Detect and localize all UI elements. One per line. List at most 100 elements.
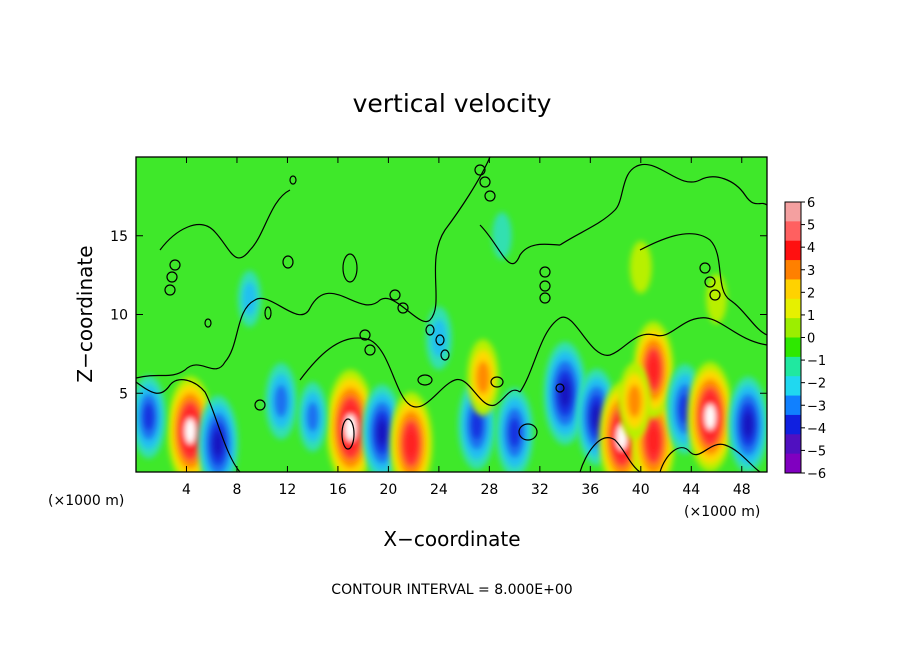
x-tick-label: 16 <box>329 482 347 498</box>
colorbar-label: −3 <box>807 399 826 414</box>
velocity-level-band <box>431 319 447 358</box>
velocity-level-band <box>508 417 521 448</box>
zero-contour-loop <box>555 383 565 393</box>
x-axis: 4 8 12 16 20 24 28 32 36 40 44 48 <box>182 157 751 498</box>
velocity-level-band <box>405 429 417 458</box>
zero-contour-loop <box>425 324 435 336</box>
zero-contour-loop <box>435 334 445 346</box>
zero-contour-loop <box>389 289 401 301</box>
velocity-cell <box>136 375 166 459</box>
x-tick-label: 24 <box>430 482 448 498</box>
velocity-cell <box>298 382 328 452</box>
zero-contour-loop <box>342 253 358 283</box>
zero-contour-loop <box>341 418 355 450</box>
contour-interval-note: CONTOUR INTERVAL = 8.000E+00 <box>331 582 572 598</box>
velocity-cell <box>197 395 239 472</box>
velocity-cell <box>687 362 734 472</box>
velocity-level-band <box>706 273 727 324</box>
colorbar-segment <box>785 260 801 280</box>
velocity-level-band <box>742 411 754 438</box>
velocity-peak-core <box>345 415 356 441</box>
zero-contour-line <box>136 379 241 472</box>
colorbar-segment <box>785 414 801 435</box>
x-tick-label: 8 <box>232 482 241 498</box>
velocity-level-band <box>470 409 483 440</box>
zero-contour-loop <box>169 259 181 271</box>
colorbar-label: −5 <box>807 444 826 459</box>
zero-contour-loop <box>539 292 551 304</box>
zero-contour-loop <box>364 344 376 356</box>
x-unit-left: (×1000 m) <box>48 493 124 509</box>
colorbar-segment <box>785 221 801 242</box>
colorbar-label: −6 <box>807 467 826 482</box>
y-axis: 5 10 15 <box>110 229 767 402</box>
zero-contour-line <box>159 189 291 259</box>
zero-contour-loop <box>166 271 178 283</box>
zero-contour-loop <box>518 423 538 441</box>
velocity-cell <box>425 306 453 370</box>
colorbar-segment <box>785 453 801 474</box>
zero-contour-loop <box>709 289 721 301</box>
zero-contour-line <box>479 224 561 264</box>
velocity-cell <box>706 273 727 324</box>
zero-contour-loop <box>359 329 371 341</box>
velocity-level-band <box>306 401 319 432</box>
zero-contour-loop <box>417 374 433 386</box>
x-tick-label: 4 <box>182 482 191 498</box>
zero-contour-loop <box>490 376 504 388</box>
x-tick-label: 12 <box>279 482 297 498</box>
colorbar-segment <box>785 279 801 300</box>
colorbar-label: −2 <box>807 377 826 392</box>
zero-contour-line <box>659 443 761 472</box>
velocity-level-band <box>647 426 660 455</box>
y-tick-label: 10 <box>110 308 128 324</box>
y-tick-label: 5 <box>119 386 128 402</box>
zero-contour-loop <box>699 262 711 274</box>
zero-contour-line <box>579 437 641 472</box>
x-tick-label: 28 <box>480 482 498 498</box>
zero-contour-loop <box>704 276 716 288</box>
velocity-cell <box>492 212 512 260</box>
colorbar: 6 5 4 3 2 1 0 −1 −2 −3 −4 −5 −6 <box>784 196 826 482</box>
x-tick-label: 20 <box>379 482 397 498</box>
colorbar-segment <box>785 356 801 377</box>
velocity-peak-core <box>616 425 627 450</box>
velocity-cell <box>467 339 499 416</box>
x-tick-label: 44 <box>682 482 700 498</box>
velocity-level-band <box>476 361 490 394</box>
velocity-level-band <box>212 430 224 457</box>
colorbar-segment <box>785 395 801 416</box>
x-tick-label: 36 <box>581 482 599 498</box>
colorbar-label: 5 <box>807 219 815 234</box>
velocity-cell <box>728 376 767 472</box>
colorbar-label: 6 <box>807 196 815 211</box>
zero-contour-loop <box>289 175 297 185</box>
zero-contour-loop <box>539 280 551 292</box>
chart-title: vertical velocity <box>353 89 552 118</box>
velocity-cell <box>265 362 298 440</box>
velocity-cell <box>618 362 651 440</box>
y-tick-label: 15 <box>110 229 128 245</box>
zero-contour-line <box>519 316 767 393</box>
velocity-cell <box>495 387 534 472</box>
x-axis-label: X−coordinate <box>383 527 520 551</box>
colorbar-label: −1 <box>807 354 826 369</box>
colorbar-label: 2 <box>807 286 815 301</box>
zero-contour-line <box>559 163 767 246</box>
velocity-level-band <box>629 241 652 294</box>
velocity-level-band <box>647 356 659 383</box>
x-unit-right: (×1000 m) <box>684 504 760 520</box>
colorbar-segment <box>785 298 801 319</box>
velocity-cell <box>543 341 587 445</box>
velocity-level-band <box>376 419 388 446</box>
colorbar-segment <box>785 376 801 397</box>
zero-contour-line <box>299 337 521 408</box>
colorbar-label: 3 <box>807 264 815 279</box>
colorbar-label: 4 <box>807 241 815 256</box>
velocity-peak-core <box>705 404 716 429</box>
velocity-cell <box>389 392 433 472</box>
x-tick-label: 32 <box>531 482 549 498</box>
colorbar-segment <box>785 318 801 338</box>
plot-area <box>135 156 768 473</box>
